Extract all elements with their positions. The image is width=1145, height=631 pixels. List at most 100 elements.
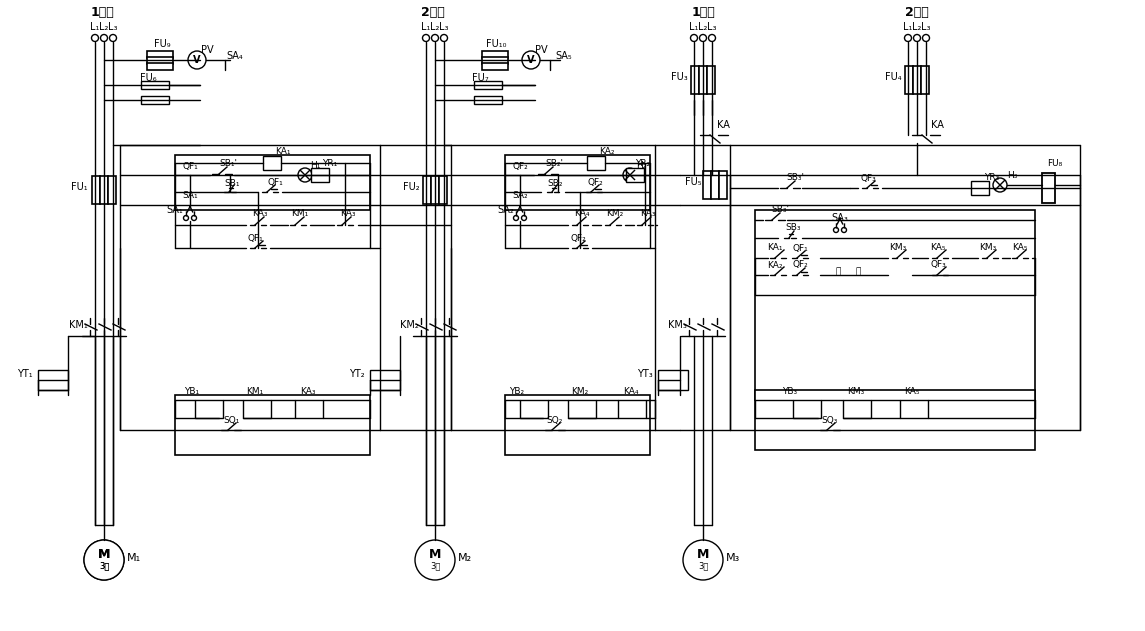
Bar bbox=[482, 62, 508, 69]
Circle shape bbox=[623, 168, 637, 182]
Bar bbox=[295, 400, 323, 418]
Text: KM₂: KM₂ bbox=[607, 209, 624, 218]
Bar bbox=[913, 66, 921, 94]
Bar bbox=[843, 400, 871, 418]
Bar bbox=[195, 400, 223, 418]
Text: SQ₁: SQ₁ bbox=[223, 415, 240, 425]
Text: KA₄: KA₄ bbox=[575, 209, 590, 218]
Bar bbox=[108, 176, 116, 204]
Bar bbox=[719, 171, 727, 199]
Text: KA₁: KA₁ bbox=[767, 244, 783, 252]
Text: YT₂: YT₂ bbox=[349, 369, 365, 379]
Bar bbox=[147, 57, 173, 64]
Bar bbox=[711, 171, 719, 199]
Bar bbox=[141, 81, 169, 89]
Text: KM₃: KM₃ bbox=[668, 320, 687, 330]
Circle shape bbox=[522, 51, 540, 69]
Bar bbox=[793, 400, 821, 418]
Text: SA₁: SA₁ bbox=[182, 191, 198, 199]
Text: KA₅: KA₅ bbox=[1012, 244, 1028, 252]
Text: 1电源: 1电源 bbox=[90, 6, 113, 18]
Circle shape bbox=[690, 35, 697, 42]
Text: KM₁: KM₁ bbox=[69, 320, 87, 330]
Text: FU₄: FU₄ bbox=[885, 72, 901, 82]
Text: H₃: H₃ bbox=[1006, 170, 1017, 179]
Bar bbox=[423, 176, 431, 204]
Text: QF₁: QF₁ bbox=[792, 244, 808, 252]
Text: FU₇: FU₇ bbox=[472, 73, 488, 83]
Text: KA₄: KA₄ bbox=[623, 387, 639, 396]
Text: KM₁: KM₁ bbox=[291, 209, 309, 218]
Text: V: V bbox=[527, 55, 535, 65]
Text: L₂: L₂ bbox=[913, 22, 922, 32]
Text: 2电源: 2电源 bbox=[906, 6, 929, 18]
Text: L₃: L₃ bbox=[440, 22, 449, 32]
Text: SB₃': SB₃' bbox=[785, 174, 804, 182]
Text: KM₃: KM₃ bbox=[890, 244, 907, 252]
Text: KA: KA bbox=[717, 120, 729, 130]
Circle shape bbox=[101, 35, 108, 42]
Text: 3～: 3～ bbox=[697, 562, 709, 570]
Text: SB₂': SB₂' bbox=[545, 158, 563, 167]
Text: SA₂: SA₂ bbox=[512, 191, 528, 199]
Text: QF₂: QF₂ bbox=[587, 177, 603, 187]
Text: SA₃: SA₃ bbox=[831, 213, 848, 223]
Text: KA₂: KA₂ bbox=[599, 148, 615, 156]
Text: L₃: L₃ bbox=[109, 22, 118, 32]
Circle shape bbox=[905, 35, 911, 42]
Bar bbox=[243, 400, 271, 418]
Text: KA₅: KA₅ bbox=[930, 244, 946, 252]
Text: KM₁: KM₁ bbox=[246, 387, 263, 396]
Text: SA₅: SA₅ bbox=[555, 51, 572, 61]
Text: L₁: L₁ bbox=[689, 22, 698, 32]
Bar bbox=[482, 50, 508, 57]
Text: YR₃: YR₃ bbox=[985, 174, 1000, 182]
Text: KA: KA bbox=[931, 120, 943, 130]
Bar bbox=[698, 66, 706, 94]
Text: SB₁: SB₁ bbox=[224, 179, 239, 187]
Text: QF₃: QF₃ bbox=[860, 174, 876, 182]
Text: M: M bbox=[97, 548, 110, 562]
Bar bbox=[755, 210, 1035, 400]
Text: L₁: L₁ bbox=[903, 22, 913, 32]
Bar bbox=[370, 370, 400, 390]
Text: H₁: H₁ bbox=[310, 162, 321, 170]
Text: QF₁: QF₁ bbox=[267, 177, 283, 187]
Text: QF₂: QF₂ bbox=[570, 233, 586, 242]
Circle shape bbox=[84, 540, 124, 580]
Text: FU₁₀: FU₁₀ bbox=[485, 39, 506, 49]
Text: YR₁: YR₁ bbox=[323, 160, 338, 168]
Text: 2电源: 2电源 bbox=[421, 6, 445, 18]
Bar bbox=[905, 66, 913, 94]
Circle shape bbox=[700, 35, 706, 42]
Bar bbox=[474, 81, 502, 89]
Text: SQ₂: SQ₂ bbox=[547, 415, 563, 425]
Circle shape bbox=[834, 228, 838, 232]
Bar bbox=[690, 66, 698, 94]
Text: QF₃: QF₃ bbox=[930, 261, 946, 269]
Circle shape bbox=[441, 35, 448, 42]
Text: QF₂: QF₂ bbox=[512, 163, 528, 172]
Bar bbox=[474, 96, 502, 104]
Text: SB₁': SB₁' bbox=[219, 158, 237, 167]
Circle shape bbox=[414, 540, 455, 580]
Bar bbox=[971, 181, 989, 195]
Text: YT₁: YT₁ bbox=[17, 369, 33, 379]
Bar bbox=[626, 168, 643, 182]
Text: 3～: 3～ bbox=[98, 562, 109, 570]
Text: KA₃: KA₃ bbox=[300, 387, 316, 396]
Text: FU₆: FU₆ bbox=[140, 73, 157, 83]
Text: YT₃: YT₃ bbox=[637, 369, 653, 379]
Bar bbox=[147, 50, 173, 57]
Text: 3～: 3～ bbox=[429, 562, 440, 570]
Bar bbox=[1042, 173, 1055, 203]
Text: FU₈: FU₈ bbox=[1048, 158, 1063, 167]
Bar bbox=[658, 370, 688, 390]
Bar bbox=[755, 390, 1035, 450]
Text: FU₉: FU₉ bbox=[153, 39, 171, 49]
Text: L₁: L₁ bbox=[90, 22, 100, 32]
Circle shape bbox=[188, 51, 206, 69]
Bar bbox=[147, 62, 173, 69]
Circle shape bbox=[521, 216, 527, 220]
Circle shape bbox=[84, 540, 124, 580]
